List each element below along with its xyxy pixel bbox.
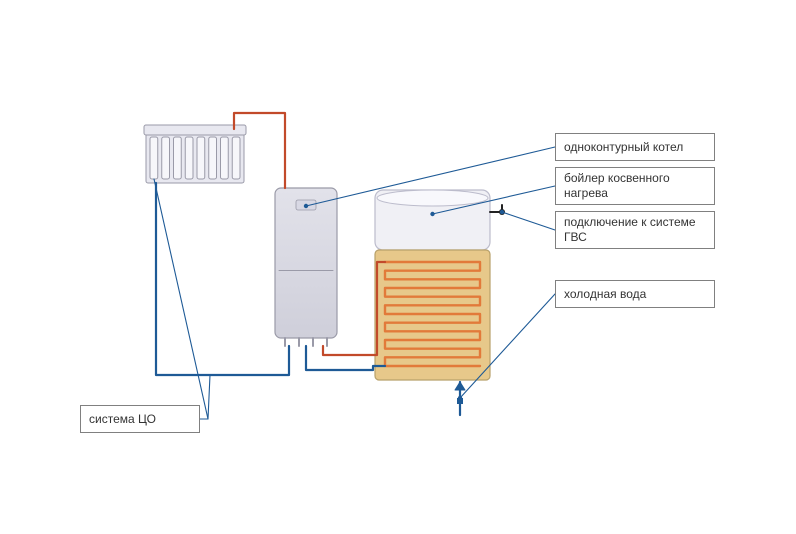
label-text: система ЦО (89, 412, 156, 427)
label-indirect-heater: бойлер косвенного нагрева (555, 167, 715, 205)
label-text: одноконтурный котел (564, 140, 683, 155)
heating-schematic (0, 0, 796, 534)
label-system-co: система ЦО (80, 405, 200, 433)
label-text: подключение к системе ГВС (564, 215, 706, 245)
label-text: бойлер косвенного нагрева (564, 171, 706, 201)
label-boiler-single: одноконтурный котел (555, 133, 715, 161)
label-text: холодная вода (564, 287, 646, 302)
label-connection-dhw: подключение к системе ГВС (555, 211, 715, 249)
label-cold-water: холодная вода (555, 280, 715, 308)
